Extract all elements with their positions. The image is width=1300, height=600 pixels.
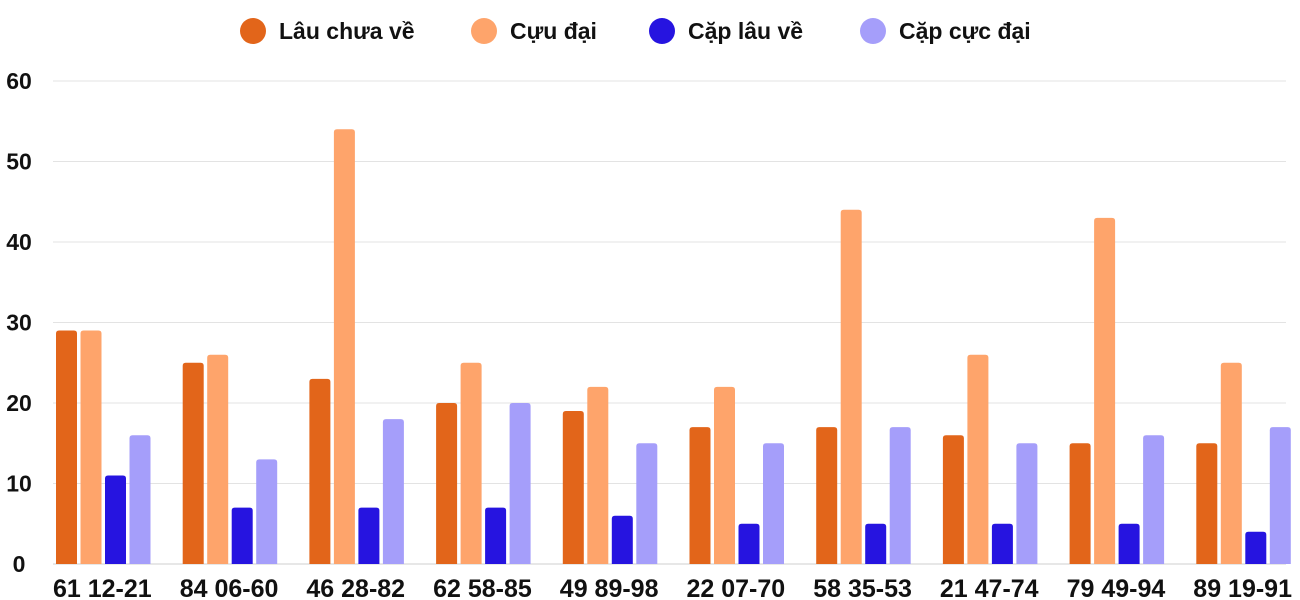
bar-cap-lau-ve-58-35-53 [865,523,887,564]
bar-cap-cuc-dai-46-28-82 [382,419,404,564]
bar-lau-chua-ve-22-07-70 [689,427,711,564]
x-tick-label: 62 58-85 [433,575,532,600]
bar-cuu-dai-84-06-60 [207,354,229,564]
chart-bars [56,129,1291,565]
legend-item-cuu-dai: Cựu đại [471,18,597,44]
x-tick-label: 89 19-91 [1193,575,1292,600]
x-tick-label: 84 06-60 [180,575,279,600]
bar-cap-cuc-dai-89-19-91 [1269,427,1291,564]
bar-cuu-dai-89-19-91 [1220,362,1242,564]
chart-legend: Lâu chưa về Cựu đại Cặp lâu về Cặp cực đại [240,18,1031,44]
bar-cap-lau-ve-22-07-70 [738,523,760,564]
y-tick-label: 40 [6,229,32,255]
bar-cap-cuc-dai-79-49-94 [1143,435,1165,564]
legend-marker [649,18,675,44]
bar-lau-chua-ve-79-49-94 [1069,443,1091,564]
bar-cuu-dai-61-12-21 [80,330,102,564]
legend-marker [471,18,497,44]
x-tick-label: 58 35-53 [813,575,912,600]
x-tick-label: 22 07-70 [686,575,785,600]
y-tick-label: 20 [6,390,32,416]
bar-lau-chua-ve-61-12-21 [56,330,77,564]
bar-cap-lau-ve-84-06-60 [231,507,253,564]
bar-lau-chua-ve-58-35-53 [816,427,838,564]
bar-lau-chua-ve-49-89-98 [562,411,584,564]
x-tick-label: 79 49-94 [1067,575,1166,600]
bar-lau-chua-ve-84-06-60 [182,362,204,564]
legend-label: Cựu đại [510,18,597,44]
y-tick-label: 10 [6,471,32,497]
bar-cap-cuc-dai-84-06-60 [256,459,278,564]
bar-cuu-dai-22-07-70 [714,386,735,564]
bar-cuu-dai-62-58-85 [460,362,482,564]
y-axis: 0 10 20 30 40 50 60 [6,68,32,577]
x-tick-label: 21 47-74 [940,575,1039,600]
y-tick-label: 60 [6,68,32,94]
bar-lau-chua-ve-62-58-85 [436,403,458,564]
x-tick-label: 49 89-98 [560,575,659,600]
bar-cap-lau-ve-46-28-82 [358,507,380,564]
legend-label: Lâu chưa về [279,18,415,44]
y-tick-label: 0 [13,551,26,577]
legend-item-cap-cuc-dai: Cặp cực đại [860,18,1031,44]
bar-cap-cuc-dai-58-35-53 [889,427,911,564]
x-tick-label: 46 28-82 [306,575,405,600]
bar-cap-cuc-dai-49-89-98 [636,443,658,564]
bar-cuu-dai-58-35-53 [840,209,862,565]
bar-cap-cuc-dai-22-07-70 [763,443,784,564]
bar-cap-cuc-dai-62-58-85 [509,403,531,564]
bar-lau-chua-ve-21-47-74 [942,435,964,564]
y-tick-label: 50 [6,149,32,175]
bar-cap-lau-ve-61-12-21 [105,475,126,564]
x-axis: 61 12-21 84 06-60 46 28-82 62 58-85 49 89-98… [53,575,1292,600]
bar-cap-lau-ve-21-47-74 [991,523,1013,564]
bar-lau-chua-ve-89-19-91 [1196,443,1218,564]
bar-cuu-dai-46-28-82 [333,129,355,565]
legend-marker [240,18,266,44]
bar-cap-lau-ve-62-58-85 [485,507,507,564]
legend-marker [860,18,886,44]
bar-cuu-dai-21-47-74 [967,354,989,564]
legend-label: Cặp lâu về [688,18,803,44]
bar-cap-cuc-dai-21-47-74 [1016,443,1038,564]
legend-item-cap-lau-ve: Cặp lâu về [649,18,803,44]
bar-cap-lau-ve-49-89-98 [611,515,633,564]
x-tick-label: 61 12-21 [53,575,152,600]
bar-cuu-dai-79-49-94 [1094,217,1116,564]
bar-cap-cuc-dai-61-12-21 [129,435,151,564]
bar-cap-lau-ve-79-49-94 [1118,523,1140,564]
y-tick-label: 30 [6,310,32,336]
bar-cap-lau-ve-89-19-91 [1245,531,1267,564]
bar-cuu-dai-49-89-98 [587,386,609,564]
bar-lau-chua-ve-46-28-82 [309,378,331,564]
legend-item-lau-chua-ve: Lâu chưa về [240,18,415,44]
legend-label: Cặp cực đại [899,18,1031,44]
